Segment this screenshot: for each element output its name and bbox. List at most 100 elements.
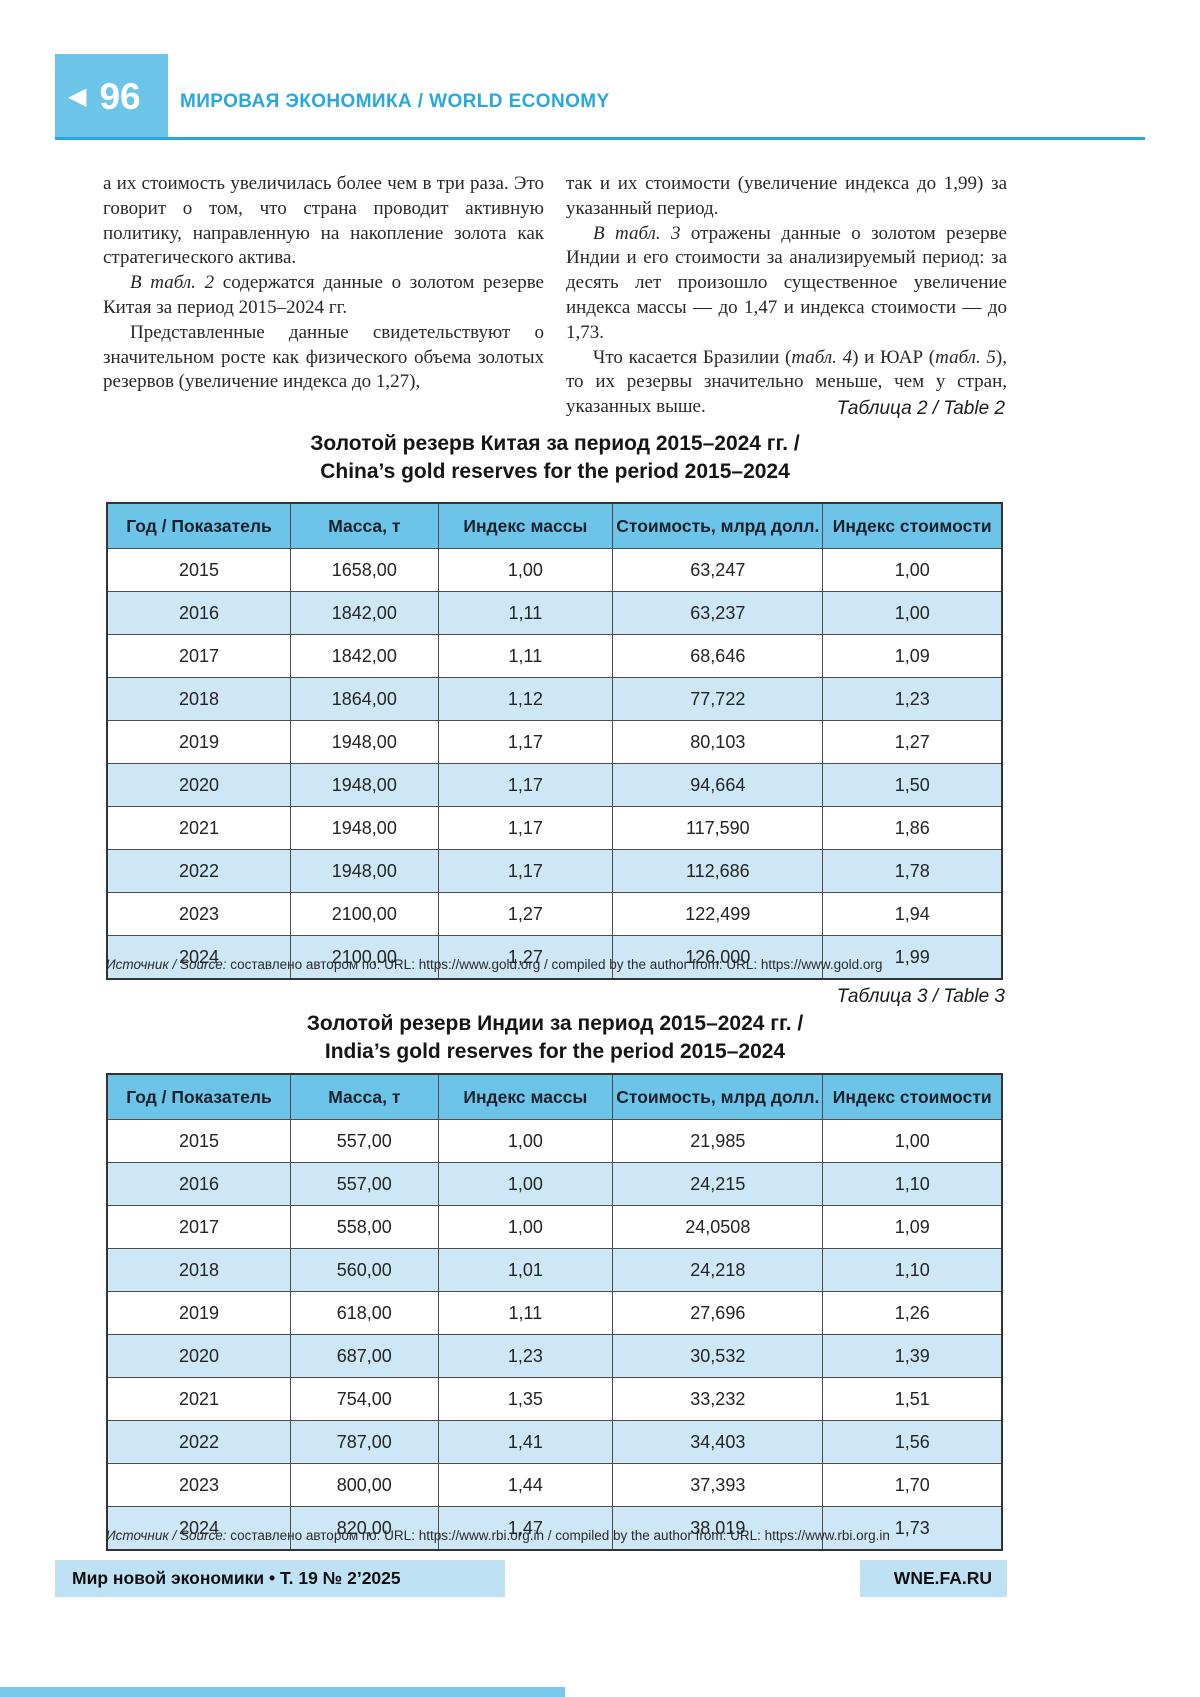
table-cell: 1,00 (437, 548, 614, 592)
source-label: Источник / Source: (106, 957, 227, 972)
table-cell: 1842,00 (289, 634, 439, 678)
table3-caption: Таблица 3 / Table 3 (836, 986, 1005, 1007)
table-cell: 1,78 (822, 849, 1003, 893)
table-cell: 2023 (106, 1463, 291, 1507)
table-cell: 77,722 (612, 677, 824, 721)
table-cell: 820,00 (289, 1506, 439, 1551)
table-row: 2016 1842,00 1,11 63,237 1,00 (106, 591, 1003, 635)
column-header: Масса, т (289, 1073, 439, 1120)
china-gold-reserves-table: Год / Показатель Масса, т Индекс массы Стои… (106, 502, 1003, 980)
table-cell: 2016 (106, 1162, 291, 1206)
table-cell: 687,00 (289, 1334, 439, 1378)
table3-title: Золотой резерв Индии за период 2015–2024… (150, 1010, 960, 1065)
table-cell: 2022 (106, 1420, 291, 1464)
table-cell: 1,00 (437, 1162, 614, 1206)
paragraph: В табл. 2 содержатся данные о золотом ре… (103, 272, 544, 318)
table-cell: 1,35 (437, 1377, 614, 1421)
table-cell: 1,56 (822, 1420, 1003, 1464)
table-row: 2023 800,00 1,44 37,393 1,70 (106, 1463, 1003, 1507)
table-cell: 68,646 (612, 634, 824, 678)
table-cell: 30,532 (612, 1334, 824, 1378)
table-cell: 1,47 (437, 1506, 614, 1551)
header-rule (55, 137, 1145, 140)
table-cell: 122,499 (612, 892, 824, 936)
india-gold-reserves-table: Год / Показатель Масса, т Индекс массы Стои… (106, 1073, 1003, 1551)
table-cell: 1,11 (437, 1291, 614, 1335)
table-row: 2021 1948,00 1,17 117,590 1,86 (106, 806, 1003, 850)
table-cell: 117,590 (612, 806, 824, 850)
table-cell: 1,27 (437, 892, 614, 936)
table-cell: 557,00 (289, 1162, 439, 1206)
column-header: Год / Показатель (106, 1073, 291, 1120)
table-row: 2018 1864,00 1,12 77,722 1,23 (106, 677, 1003, 721)
table-cell: 1,27 (822, 720, 1003, 764)
journal-footer: Мир новой экономики • Т. 19 № 2’2025 (55, 1560, 505, 1597)
table-cell: 557,00 (289, 1119, 439, 1163)
paragraph: а их стоимость увеличилась более чем в т… (103, 173, 544, 269)
table-cell: 2018 (106, 677, 291, 721)
table-row: 2023 2100,00 1,27 122,499 1,94 (106, 892, 1003, 936)
table2-title-en: China’s gold reserves for the period 201… (320, 459, 790, 483)
table-cell: 2020 (106, 1334, 291, 1378)
left-column: а их стоимость увеличилась более чем в т… (103, 172, 544, 420)
table-cell: 1,09 (822, 1205, 1003, 1249)
website-footer[interactable]: WNE.FA.RU (860, 1560, 1007, 1597)
table-row: 2022 1948,00 1,17 112,686 1,78 (106, 849, 1003, 893)
table-cell: 2016 (106, 591, 291, 635)
column-header: Индекс массы (437, 502, 614, 549)
table-cell: 24,218 (612, 1248, 824, 1292)
table-header-row: Год / Показатель Масса, т Индекс массы Стои… (106, 1073, 1003, 1120)
table3-source: Источник / Source: составлено автором по… (106, 1528, 1006, 1543)
journal-issue-label: Мир новой экономики • Т. 19 № 2’2025 (72, 1568, 401, 1588)
table-cell: 24,0508 (612, 1205, 824, 1249)
source-text: составлено автором по: URL: https://www.… (226, 957, 883, 972)
table-cell: 1,23 (822, 677, 1003, 721)
paragraph: Представленные данные свидетельствуют о … (103, 321, 544, 393)
table-cell: 38,019 (612, 1506, 824, 1551)
back-arrow-icon[interactable]: ◀ (68, 83, 87, 110)
table-cell: 34,403 (612, 1420, 824, 1464)
table-cell: 1,00 (437, 1119, 614, 1163)
paragraph: В табл. 3 отражены данные о золотом резе… (566, 222, 1007, 343)
page-number-box: ◀ 96 (55, 54, 168, 139)
table-cell: 1,27 (437, 935, 614, 980)
column-header: Стоимость, млрд долл. (612, 1073, 824, 1120)
table-cell: 1948,00 (289, 806, 439, 850)
table-cell: 1,26 (822, 1291, 1003, 1335)
table-cell: 1,99 (822, 935, 1003, 980)
table-cell: 618,00 (289, 1291, 439, 1335)
table-cell: 1,17 (437, 720, 614, 764)
table-cell: 112,686 (612, 849, 824, 893)
table-cell: 94,664 (612, 763, 824, 807)
table-row: 2017 1842,00 1,11 68,646 1,09 (106, 634, 1003, 678)
table-row: 2020 687,00 1,23 30,532 1,39 (106, 1334, 1003, 1378)
table-cell: 1,12 (437, 677, 614, 721)
table-cell: 2015 (106, 1119, 291, 1163)
table-cell: 1,50 (822, 763, 1003, 807)
table-cell: 24,215 (612, 1162, 824, 1206)
table-cell: 1,00 (822, 1119, 1003, 1163)
table-cell: 2017 (106, 1205, 291, 1249)
table-cell: 1,17 (437, 806, 614, 850)
table-row: 2024 820,00 1,47 38,019 1,73 (106, 1506, 1003, 1551)
table3-title-ru: Золотой резерв Индии за период 2015–2024… (306, 1012, 804, 1035)
table-row: 2021 754,00 1,35 33,232 1,51 (106, 1377, 1003, 1421)
table-cell: 1,86 (822, 806, 1003, 850)
table-cell: 1,44 (437, 1463, 614, 1507)
table-cell: 2019 (106, 720, 291, 764)
table-cell: 2019 (106, 1291, 291, 1335)
section-title: МИРОВАЯ ЭКОНОМИКА / WORLD ECONOMY (180, 91, 610, 112)
table-row: 2015 557,00 1,00 21,985 1,00 (106, 1119, 1003, 1163)
table-row: 2019 1948,00 1,17 80,103 1,27 (106, 720, 1003, 764)
table-cell: 1,01 (437, 1248, 614, 1292)
table-row: 2015 1658,00 1,00 63,247 1,00 (106, 548, 1003, 592)
table3-title-en: India’s gold reserves for the period 201… (324, 1039, 786, 1063)
table-cell: 2024 (106, 1506, 291, 1551)
table-cell: 1,17 (437, 849, 614, 893)
table-cell: 1,00 (437, 1205, 614, 1249)
table-cell: 1,11 (437, 591, 614, 635)
table-cell: 2100,00 (289, 935, 439, 980)
table-row: 2020 1948,00 1,17 94,664 1,50 (106, 763, 1003, 807)
table-cell: 2017 (106, 634, 291, 678)
column-header: Индекс стоимости (822, 502, 1003, 549)
